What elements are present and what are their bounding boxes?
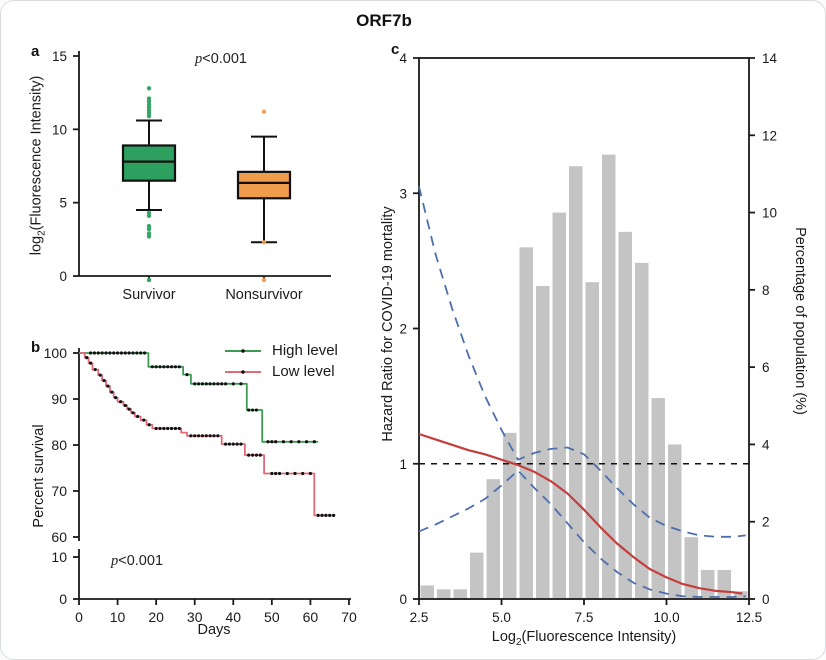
- svg-text:15: 15: [52, 49, 67, 64]
- panel-c-xlabel-sub: 2: [515, 636, 522, 648]
- svg-text:5: 5: [59, 196, 67, 211]
- legend-row-low-level: Low level: [223, 361, 338, 382]
- panel-c-label: c: [391, 41, 400, 58]
- svg-text:3: 3: [399, 186, 407, 201]
- panel-a-pvalue-p: p: [194, 51, 203, 67]
- svg-text:10: 10: [762, 206, 777, 221]
- panel-b-label: b: [31, 339, 41, 356]
- legend-line-low-icon: [225, 369, 261, 374]
- svg-text:4: 4: [399, 51, 407, 66]
- svg-text:0: 0: [762, 592, 770, 607]
- svg-text:70: 70: [51, 483, 67, 499]
- svg-text:12: 12: [762, 128, 777, 143]
- svg-text:0: 0: [59, 269, 67, 284]
- svg-text:20: 20: [148, 609, 164, 625]
- panel-b-pvalue-rest: <0.001: [118, 553, 164, 569]
- svg-text:30: 30: [187, 609, 203, 625]
- panel-b-pvalue-p: p: [111, 553, 119, 569]
- svg-text:2: 2: [762, 515, 770, 530]
- panel-c-x-axis-title: Log2(Fluorescence Intensity): [434, 629, 734, 648]
- svg-text:60: 60: [303, 609, 319, 625]
- svg-text:50: 50: [264, 609, 280, 625]
- svg-text:1: 1: [399, 457, 407, 472]
- panel-a-pvalue-rest: <0.001: [202, 51, 247, 67]
- svg-text:14: 14: [762, 51, 778, 66]
- svg-text:5.0: 5.0: [492, 610, 511, 625]
- panel-a-label: a: [31, 43, 40, 60]
- panel-c-xlabel-pre: Log: [491, 629, 516, 645]
- legend-label-high-level: High level: [272, 342, 338, 359]
- legend-row-high-level: High level: [223, 340, 338, 361]
- svg-text:80: 80: [51, 437, 67, 453]
- svg-text:Survivor: Survivor: [122, 287, 175, 303]
- svg-text:90: 90: [51, 391, 67, 407]
- svg-text:100: 100: [44, 345, 68, 361]
- km-legend: High level Low level: [223, 340, 338, 382]
- svg-text:Nonsurvivor: Nonsurvivor: [225, 287, 303, 303]
- svg-text:0: 0: [59, 591, 67, 607]
- svg-text:40: 40: [225, 609, 241, 625]
- svg-text:70: 70: [341, 609, 357, 625]
- svg-text:4: 4: [762, 437, 770, 452]
- svg-text:60: 60: [51, 529, 67, 545]
- panel-b-pvalue: p<0.001: [111, 553, 163, 570]
- svg-text:12.5: 12.5: [736, 610, 762, 625]
- svg-text:10.0: 10.0: [653, 610, 679, 625]
- svg-text:8: 8: [762, 283, 770, 298]
- panel-a-pvalue: p<0.001: [181, 51, 261, 68]
- panel-b-x-axis-title: Days: [197, 622, 231, 638]
- svg-text:10: 10: [51, 549, 67, 565]
- figure-title: ORF7b: [356, 11, 412, 30]
- svg-text:10: 10: [110, 609, 126, 625]
- legend-line-high-icon: [225, 348, 261, 353]
- svg-text:2.5: 2.5: [410, 610, 429, 625]
- legend-label-low-level: Low level: [272, 363, 335, 380]
- svg-text:7.5: 7.5: [575, 610, 594, 625]
- svg-text:2: 2: [399, 322, 407, 337]
- svg-text:0: 0: [75, 609, 83, 625]
- svg-text:0: 0: [399, 592, 407, 607]
- svg-text:6: 6: [762, 360, 770, 375]
- svg-text:10: 10: [52, 122, 67, 137]
- panel-c-xlabel-post: (Fluorescence Intensity): [521, 629, 677, 645]
